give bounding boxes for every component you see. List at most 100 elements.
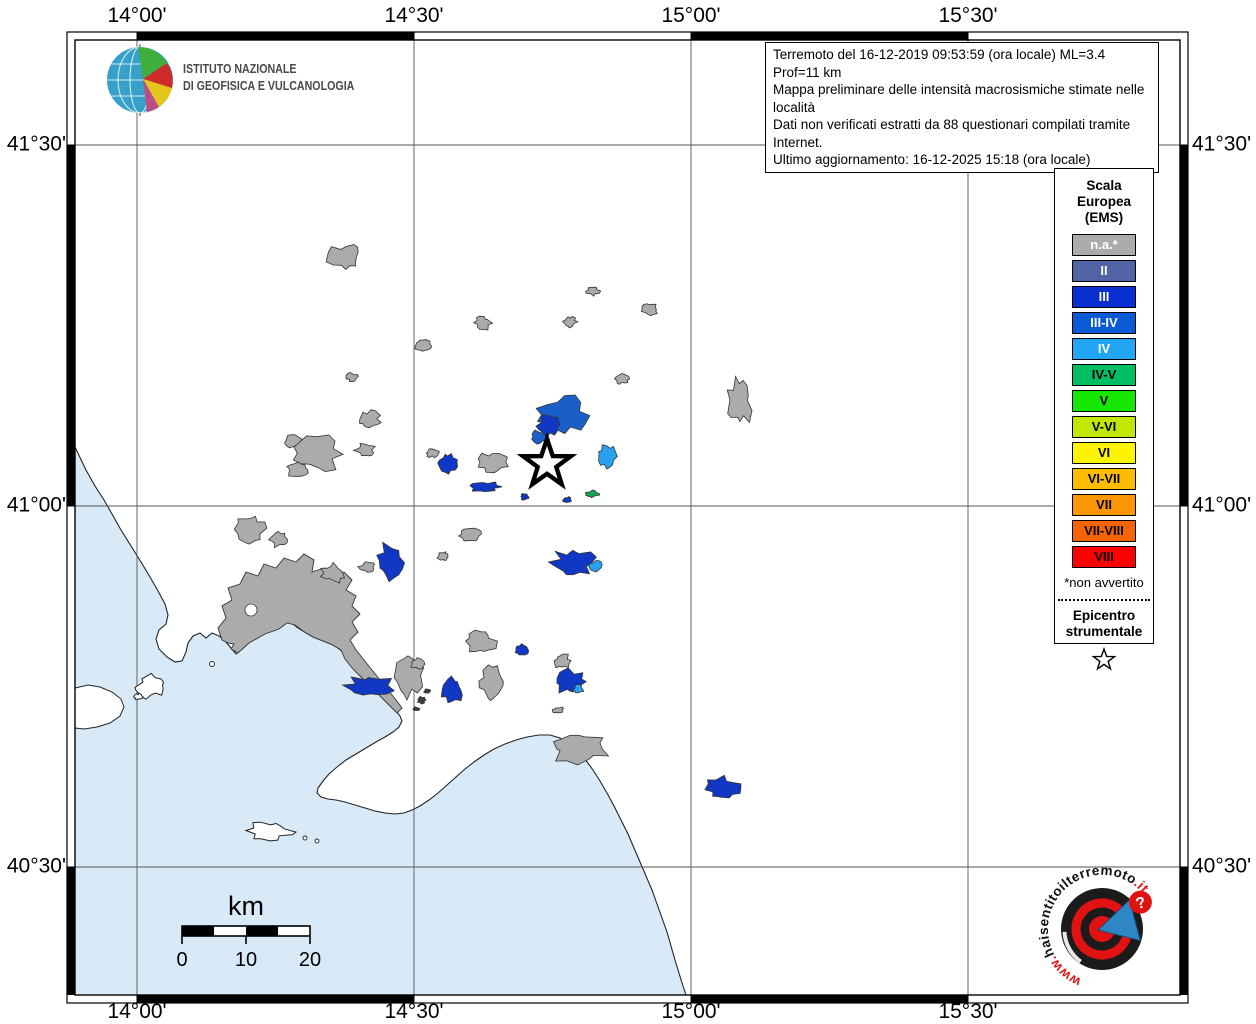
municipality-polygon-III [341,676,396,696]
scale-bar-tick-label: 10 [235,949,257,971]
lon-label-bottom: 14°00' [107,1000,167,1023]
legend-swatch-viiviii: VII-VIII [1072,520,1136,542]
municipality-polygon-na [640,303,658,317]
legend-swatch-vvi: V-VI [1072,416,1136,438]
municipality-polygon-na [585,286,602,297]
scale-bar: km 0 10 20 [176,891,321,971]
lon-label-top: 14°30' [384,4,444,27]
municipality-polygon-III [440,675,463,704]
scale-bar-tick-label: 0 [176,949,187,971]
lat-label-left: 41°30' [6,132,66,156]
municipality-polygon-na [292,434,345,473]
municipality-polygon-na [726,375,753,424]
legend-title: Scala Europea (EMS) [1076,178,1131,225]
scale-bar-unit: km [228,891,264,921]
municipality-polygon-na [614,372,630,385]
map-frame [66,31,1189,1004]
municipality-polygon-III [704,774,742,799]
islet [314,838,320,844]
municipality-polygon-IV [598,444,618,470]
lon-label-top: 15°00' [661,4,721,27]
island [75,684,125,730]
epicenter-star [516,432,578,490]
municipality-polygon-na [436,551,449,561]
municipality-polygon-na [553,653,572,669]
municipality-polygon-na [561,315,579,329]
municipality-polygon-na [359,409,382,429]
municipality-polygon-III [469,481,503,493]
municipality-polygon-IV [571,684,585,694]
municipality-polygon-na [477,452,509,474]
municipality-polygon-na [345,371,359,383]
municipality-polygon-na [552,734,610,766]
legend-swatch-iiiiv: III-IV [1072,312,1136,334]
municipality-polygon-III [535,414,561,436]
municipality-polygon-na [352,442,377,457]
municipality-polygon-na [457,527,482,542]
municipality-polygon-dark [412,706,421,711]
municipality-polygon-III [437,452,459,475]
sea-area [75,447,686,995]
legend-swatch-vi: VI [1072,442,1136,464]
earthquake-info-box: Terremoto del 16-12-2019 09:53:59 (ora l… [765,42,1159,173]
lat-label-left: 41°00' [6,493,66,517]
info-line-map-type: Mappa preliminare delle intensità macros… [773,82,1145,115]
epicenter-legend-label: Epicentro strumentale [1065,608,1143,639]
legend-swatch-ii: II [1072,260,1136,282]
municipality-polygon-III [376,541,406,583]
info-line-event: Terremoto del 16-12-2019 09:53:59 (ora l… [773,47,1106,80]
legend-footnote: *non avvertito [1064,575,1144,590]
municipality-polygon-na [410,657,426,670]
municipality-polygon-dark [422,688,432,694]
municipality-polygon-na [551,706,565,714]
lat-label-right: 41°30' [1192,132,1252,156]
question-badge [1128,890,1152,914]
lat-label-right: 41°00' [1192,493,1252,517]
ingv-name-line1: ISTITUTO NAZIONALE [183,61,297,76]
island [244,821,298,842]
municipality-polygon-na [286,461,309,477]
islet [302,835,308,841]
legend-swatch-ivv: IV-V [1072,364,1136,386]
municipality-polygon-na [465,629,498,653]
lon-label-top: 14°00' [107,4,167,27]
municipality-polygon-III [547,549,597,576]
info-line-questionnaires: Dati non verificati estratti da 88 quest… [773,117,1131,150]
lon-label-bottom: 15°30' [938,1000,998,1023]
municipality-polygon-III [520,493,530,501]
municipality-polygon-III-IV [535,394,591,435]
municipality-polygon-na [325,244,359,270]
island [134,672,165,700]
crater-hole [244,603,258,617]
municipality-polygon-na [425,448,440,459]
municipality-polygon-na [472,315,494,331]
municipality-polygon-IV-V [585,489,600,499]
lon-label-top: 15°30' [938,4,998,27]
lon-label-bottom: 14°30' [384,1000,444,1023]
ingv-globe-icon [107,44,173,116]
legend-swatch-vivii: VI-VII [1072,468,1136,490]
municipality-polygon-dark [416,696,427,705]
legend-swatch-iii: III [1072,286,1136,308]
ems-legend: Scala Europea (EMS) n.a.* II III III-IV IV IV… [1054,168,1154,671]
map-layers: km 0 10 20 ?www.haisentitoilterremoto.it [75,40,1180,995]
municipality-polygon-na [478,664,504,702]
islet [209,661,215,667]
legend-swatch-vii: VII [1072,494,1136,516]
municipality-polygon-III [562,496,573,503]
haisentito-logo: ?www.haisentitoilterremoto.it [1021,852,1154,995]
legend-swatch-na: n.a.* [1072,234,1136,256]
legend-swatches: n.a.* II III III-IV IV IV-V V V-VI VI VI-VII VII VI… [1055,234,1153,568]
municipality-polygon-na [357,561,375,573]
municipality-polygon-III-IV [531,429,550,445]
lat-label-right: 40°30' [1192,854,1252,878]
municipality-polygon-na [319,561,346,584]
legend-swatch-iv: IV [1072,338,1136,360]
question-mark: ? [1134,894,1148,913]
municipality-polygon-IV [588,560,603,573]
municipality-polygon-na [233,515,268,545]
municipality-polygon-na [267,530,288,549]
municipality-polygon-na [217,553,403,714]
megaphone-icon [1097,898,1141,942]
